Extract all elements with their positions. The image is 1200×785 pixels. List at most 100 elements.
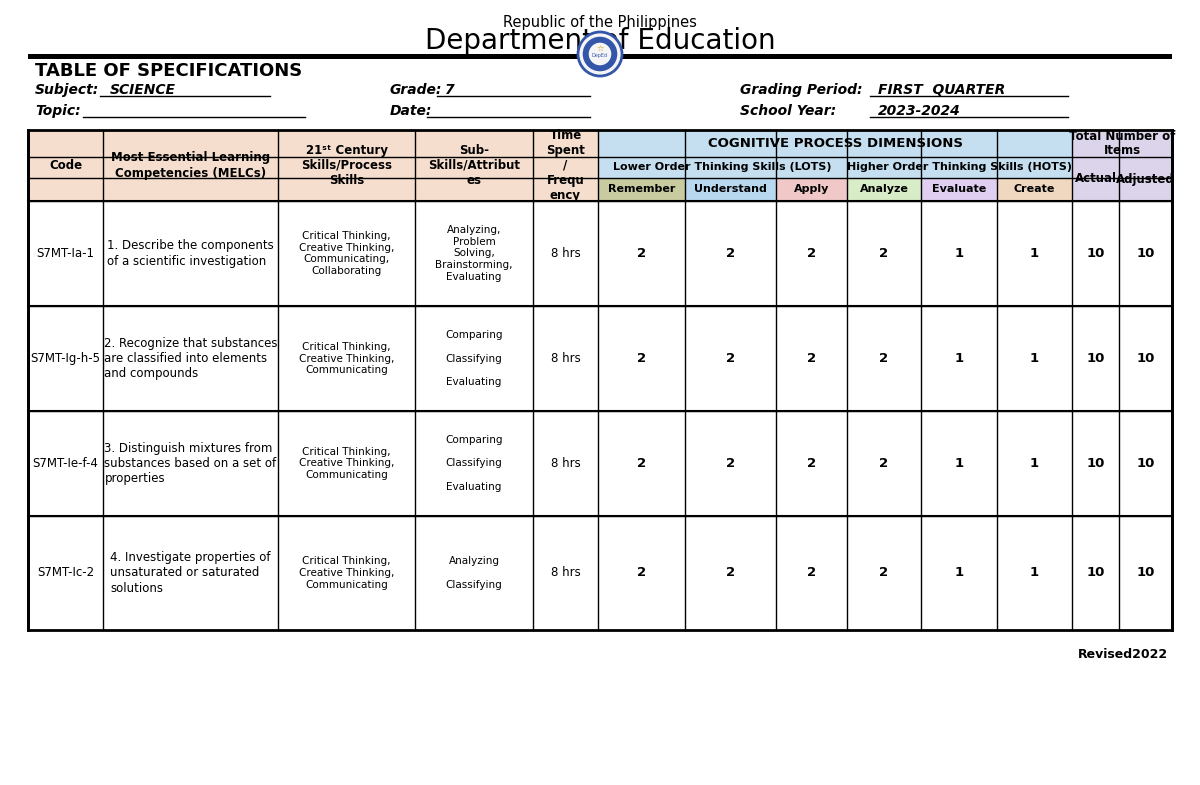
Text: Critical Thinking,
Creative Thinking,
Communicating: Critical Thinking, Creative Thinking, Co… — [299, 447, 394, 480]
Bar — [997, 178, 1072, 201]
Text: COGNITIVE PROCESS DIMENSIONS: COGNITIVE PROCESS DIMENSIONS — [708, 137, 962, 150]
Bar — [28, 130, 1172, 630]
Text: Critical Thinking,
Creative Thinking,
Communicating,
Collaborating: Critical Thinking, Creative Thinking, Co… — [299, 231, 394, 276]
Text: TABLE OF SPECIFICATIONS: TABLE OF SPECIFICATIONS — [35, 62, 302, 80]
Text: 1: 1 — [1030, 247, 1039, 260]
Text: 2: 2 — [880, 457, 888, 470]
Text: 2: 2 — [726, 352, 736, 365]
Bar — [598, 130, 1072, 157]
Text: Create: Create — [1014, 184, 1055, 195]
Text: Lower Order Thinking Skills (LOTS): Lower Order Thinking Skills (LOTS) — [613, 162, 832, 173]
Text: 2: 2 — [806, 247, 816, 260]
Text: 2: 2 — [637, 457, 646, 470]
Text: 2: 2 — [806, 457, 816, 470]
Text: 4. Investigate properties of
unsaturated or saturated
solutions: 4. Investigate properties of unsaturated… — [110, 552, 271, 594]
Text: 2: 2 — [880, 247, 888, 260]
Text: S7MT-Ic-2: S7MT-Ic-2 — [37, 567, 94, 579]
Text: Republic of the Philippines: Republic of the Philippines — [503, 16, 697, 31]
Bar — [29, 131, 598, 200]
Text: 1: 1 — [1030, 457, 1039, 470]
Text: 2: 2 — [637, 247, 646, 260]
Text: 10: 10 — [1086, 352, 1105, 365]
Bar — [29, 156, 598, 178]
Text: School Year:: School Year: — [740, 104, 836, 118]
Text: Department of Education: Department of Education — [425, 27, 775, 55]
Text: 2: 2 — [806, 352, 816, 365]
Text: 10: 10 — [1086, 457, 1105, 470]
Text: Time
Spent
/
Frequ
ency: Time Spent / Frequ ency — [546, 129, 584, 202]
Text: 1: 1 — [1030, 352, 1039, 365]
Text: Comparing

Classifying

Evaluating: Comparing Classifying Evaluating — [445, 436, 503, 491]
Bar — [28, 130, 598, 201]
Text: 8 hrs: 8 hrs — [551, 567, 581, 579]
Text: 8 hrs: 8 hrs — [551, 457, 581, 470]
Text: 2: 2 — [806, 567, 816, 579]
Text: 1: 1 — [954, 247, 964, 260]
Text: Sub-
Skills/Attribut
es: Sub- Skills/Attribut es — [428, 144, 520, 187]
Text: 2: 2 — [726, 457, 736, 470]
Text: 2: 2 — [726, 567, 736, 579]
Text: 2: 2 — [880, 567, 888, 579]
Text: 2: 2 — [637, 352, 646, 365]
Text: Topic:: Topic: — [35, 104, 80, 118]
Text: 2: 2 — [880, 352, 888, 365]
Text: Understand: Understand — [694, 184, 767, 195]
Text: DepEd: DepEd — [592, 53, 608, 59]
Text: Date:: Date: — [390, 104, 432, 118]
Text: Analyzing

Classifying: Analyzing Classifying — [445, 557, 503, 590]
Text: Critical Thinking,
Creative Thinking,
Communicating: Critical Thinking, Creative Thinking, Co… — [299, 342, 394, 375]
Text: 8 hrs: 8 hrs — [551, 352, 581, 365]
Bar — [598, 157, 847, 178]
Text: Code: Code — [49, 159, 82, 172]
Text: 8 hrs: 8 hrs — [551, 247, 581, 260]
Text: Analyze: Analyze — [859, 184, 908, 195]
Text: 1: 1 — [954, 457, 964, 470]
Bar — [847, 178, 922, 201]
Text: FIRST  QUARTER: FIRST QUARTER — [878, 83, 1006, 97]
Bar — [922, 178, 997, 201]
Text: 1: 1 — [954, 352, 964, 365]
Text: 1: 1 — [954, 567, 964, 579]
Text: 10: 10 — [1136, 352, 1154, 365]
Text: Analyzing,
Problem
Solving,
Brainstorming,
Evaluating: Analyzing, Problem Solving, Brainstormin… — [436, 225, 512, 282]
Text: 10: 10 — [1136, 457, 1154, 470]
Text: 1: 1 — [1030, 567, 1039, 579]
Text: Evaluate: Evaluate — [932, 184, 986, 195]
Text: Grade:: Grade: — [390, 83, 443, 97]
Text: 10: 10 — [1136, 567, 1154, 579]
Text: 10: 10 — [1086, 247, 1105, 260]
Bar — [1072, 157, 1172, 201]
Bar — [847, 157, 1072, 178]
Text: Total Number of
Items: Total Number of Items — [1069, 130, 1175, 158]
Text: Higher Order Thinking Skills (HOTS): Higher Order Thinking Skills (HOTS) — [847, 162, 1072, 173]
Circle shape — [588, 42, 612, 66]
Text: 2. Recognize that substances
are classified into elements
and compounds: 2. Recognize that substances are classif… — [103, 337, 277, 380]
Text: Most Essential Learning
Competencies (MELCs): Most Essential Learning Competencies (ME… — [110, 152, 270, 180]
Text: Comparing

Classifying

Evaluating: Comparing Classifying Evaluating — [445, 330, 503, 387]
Bar — [29, 177, 598, 202]
Text: 2: 2 — [726, 247, 736, 260]
Text: S7MT-Ie-f-4: S7MT-Ie-f-4 — [32, 457, 98, 470]
Text: 2023-2024: 2023-2024 — [878, 104, 961, 118]
Text: S7MT-Ia-1: S7MT-Ia-1 — [36, 247, 95, 260]
Bar — [598, 178, 685, 201]
Text: ☆: ☆ — [596, 45, 604, 53]
Bar — [599, 131, 1072, 156]
Text: Apply: Apply — [794, 184, 829, 195]
Text: S7MT-Ig-h-5: S7MT-Ig-h-5 — [30, 352, 101, 365]
Text: Subject:: Subject: — [35, 83, 100, 97]
Text: 1. Describe the components
of a scientific investigation: 1. Describe the components of a scientif… — [107, 239, 274, 268]
Text: 7: 7 — [445, 83, 455, 97]
Bar — [1073, 158, 1171, 200]
Text: 10: 10 — [1136, 247, 1154, 260]
Text: 10: 10 — [1086, 567, 1105, 579]
Text: Critical Thinking,
Creative Thinking,
Communicating: Critical Thinking, Creative Thinking, Co… — [299, 557, 394, 590]
Text: 21ˢᵗ Century
Skills/Process
Skills: 21ˢᵗ Century Skills/Process Skills — [301, 144, 392, 187]
Bar — [1072, 130, 1172, 157]
Text: SCIENCE: SCIENCE — [110, 83, 176, 97]
Bar — [685, 178, 776, 201]
Text: Revised2022: Revised2022 — [1078, 648, 1168, 662]
Bar — [1073, 131, 1171, 156]
Text: 3. Distinguish mixtures from
substances based on a set of
properties: 3. Distinguish mixtures from substances … — [104, 442, 276, 485]
Bar — [28, 54, 1172, 59]
